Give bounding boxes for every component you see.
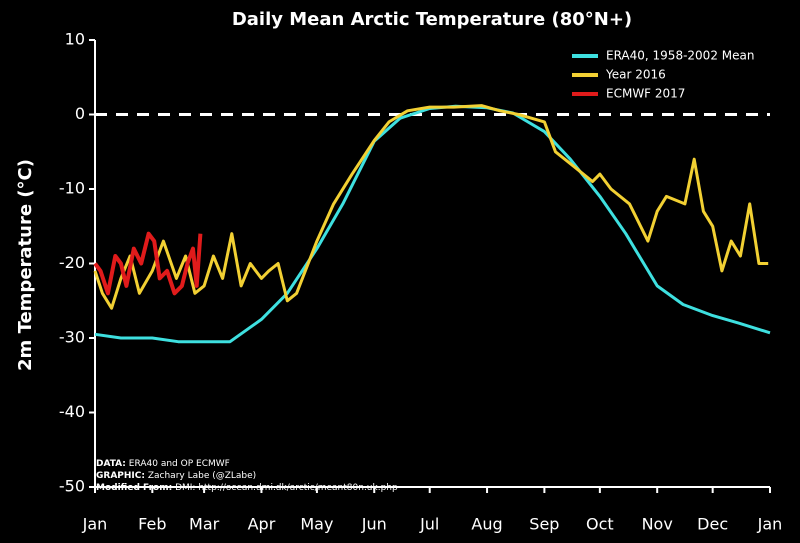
x-tick-label: Nov [642,515,673,534]
x-tick-label: Oct [586,515,614,534]
legend-label: Year 2016 [605,68,666,82]
note-text: ERA40 and OP ECMWF [129,459,230,469]
y-tick-label: -10 [59,179,85,198]
series-line [94,104,771,344]
x-tick-label: May [300,515,333,534]
x-tick-label: Jun [361,515,387,534]
legend-label: ECMWF 2017 [606,87,685,101]
x-tick-label: Jan [82,515,108,534]
note-label: DATA: [96,459,126,469]
x-tick-label: Feb [138,515,166,534]
series-line [93,104,769,310]
y-tick-label: 10 [65,30,85,49]
y-tick-label: -30 [59,328,85,347]
note-label: Modified From: [96,483,172,493]
x-tick-label: Sep [529,515,559,534]
x-tick-label: Apr [248,515,276,534]
note: GRAPHIC: Zachary Labe (@ZLabe) [96,471,256,481]
y-tick-label: 0 [75,104,85,123]
note-text: DMI: http://ocean.dmi.dk/arctic/meant80n… [175,483,398,493]
series-line [93,231,203,296]
note: Modified From: DMI: http://ocean.dmi.dk/… [96,483,398,493]
legend-label: ERA40, 1958-2002 Mean [606,49,754,63]
y-tick-label: -20 [59,253,85,272]
x-tick-label: Mar [189,515,220,534]
x-tick-label: Jul [419,515,439,534]
note-text: Zachary Labe (@ZLabe) [148,471,256,481]
x-tick-label: Aug [471,515,502,534]
note: DATA: ERA40 and OP ECMWF [96,459,230,469]
y-tick-label: -40 [59,402,85,421]
chart-title: Daily Mean Arctic Temperature (80°N+) [232,9,632,30]
x-tick-label: Dec [697,515,728,534]
x-tick-label: Jan [757,515,783,534]
y-axis-label: 2m Temperature (°C) [15,159,36,371]
y-tick-label: -50 [59,477,85,496]
note-label: GRAPHIC: [96,471,145,481]
